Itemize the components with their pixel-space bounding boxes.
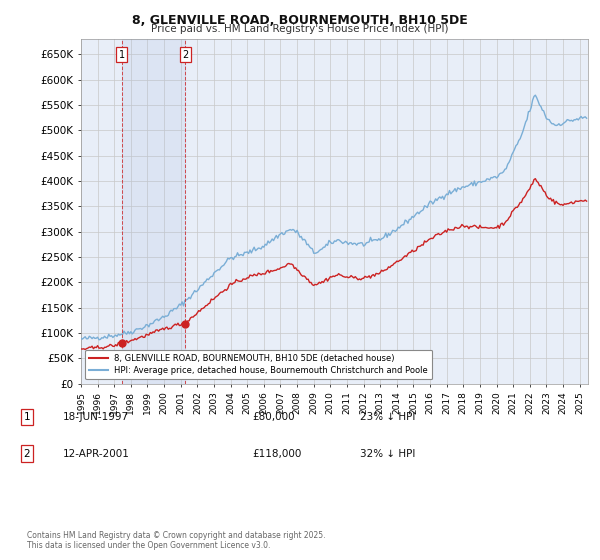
Text: 32% ↓ HPI: 32% ↓ HPI [360,449,415,459]
Text: £80,000: £80,000 [252,412,295,422]
Text: 18-JUN-1997: 18-JUN-1997 [63,412,129,422]
Text: 23% ↓ HPI: 23% ↓ HPI [360,412,415,422]
Text: 8, GLENVILLE ROAD, BOURNEMOUTH, BH10 5DE: 8, GLENVILLE ROAD, BOURNEMOUTH, BH10 5DE [132,14,468,27]
Bar [122,39,185,384]
Text: 2: 2 [182,50,188,60]
Text: £118,000: £118,000 [252,449,301,459]
Text: 1: 1 [23,412,31,422]
Text: 12-APR-2001: 12-APR-2001 [63,449,130,459]
Text: Contains HM Land Registry data © Crown copyright and database right 2025.
This d: Contains HM Land Registry data © Crown c… [27,531,325,550]
Text: Price paid vs. HM Land Registry's House Price Index (HPI): Price paid vs. HM Land Registry's House … [151,24,449,34]
Text: 2: 2 [23,449,31,459]
Legend: 8, GLENVILLE ROAD, BOURNEMOUTH, BH10 5DE (detached house), HPI: Average price, d: 8, GLENVILLE ROAD, BOURNEMOUTH, BH10 5DE… [85,350,432,380]
Text: 1: 1 [119,50,125,60]
